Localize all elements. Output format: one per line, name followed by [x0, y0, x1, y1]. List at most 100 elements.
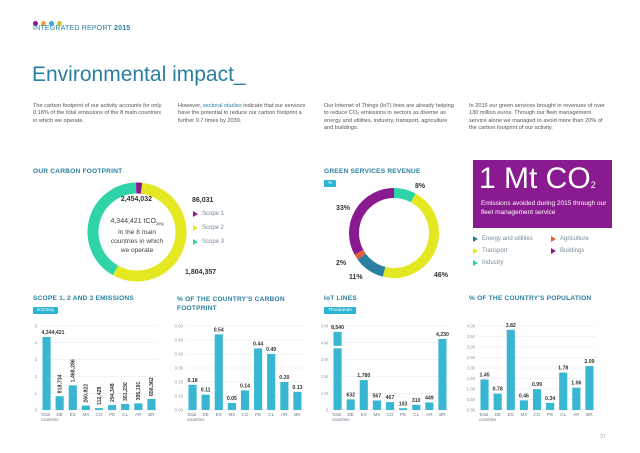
- bar-de: [346, 399, 355, 410]
- legend-industry: Industry: [473, 260, 613, 266]
- carbon-legend: Scope 1 Scope 2 Scope 3: [193, 211, 224, 245]
- y-tick-label: 0: [35, 408, 38, 413]
- x-tick-label: PE: [255, 412, 261, 417]
- x-tick-label: PE: [109, 412, 115, 417]
- x-tick-label: PE: [547, 412, 553, 417]
- data-label: 8,540: [331, 325, 344, 331]
- bar-mx: [227, 403, 236, 410]
- legend-scope3-label: Scope 3: [202, 239, 225, 245]
- carbon-center-line2: In the 8 main: [118, 229, 156, 236]
- thousands-badge: Thousands: [324, 307, 356, 314]
- paragraph-2: However, sectoral studies indicate that …: [178, 103, 310, 125]
- green-label-energy: 11%: [349, 274, 363, 281]
- data-label: 632: [346, 392, 355, 398]
- x-tick-label: DE: [347, 412, 353, 417]
- data-label: 3.82: [506, 323, 516, 329]
- y-tick-label: 5 M: [321, 324, 329, 329]
- paragraph-2-pre: However,: [178, 103, 203, 109]
- green-label-buildings: 33%: [336, 205, 351, 212]
- carbon-footprint-title: OUR CARBON FOOTPRINT: [33, 168, 123, 175]
- donut-slice-scope-2: [112, 182, 187, 282]
- report-header: INTEGRATED REPORT 2015: [33, 25, 130, 32]
- y-tick-label: 1.50: [467, 376, 476, 381]
- sectoral-studies-link[interactable]: sectoral studies: [202, 103, 242, 109]
- y-tick-label: 0.00: [175, 408, 184, 413]
- y-tick-label: 0: [326, 408, 329, 413]
- x-tick-label: AR: [281, 412, 288, 417]
- bar-pe: [546, 402, 555, 410]
- legend-buildings: Buildings: [551, 248, 613, 254]
- x-tick-label: MX: [82, 412, 89, 417]
- x-tick-label: AR: [573, 412, 580, 417]
- dot-1: [33, 21, 38, 26]
- green-services-title: GREEN SERVICES REVENUE: [324, 168, 421, 175]
- data-label: 395,191: [136, 381, 142, 400]
- percent-badge: %: [324, 180, 337, 187]
- x-tick-label: BR: [439, 412, 446, 417]
- x-tick-label: AR: [135, 412, 142, 417]
- dot-2: [41, 21, 46, 26]
- carbon-center-line4: we operate: [120, 247, 154, 254]
- y-tick-label: 5: [35, 324, 38, 329]
- data-label: 1,780: [357, 373, 370, 379]
- paragraph-2-post: indicate that our services have the pote…: [178, 103, 306, 124]
- bar-de: [493, 393, 502, 410]
- x-tick-label: MX: [520, 412, 527, 417]
- bar-total-countries: [480, 379, 489, 410]
- bar-cl: [559, 372, 568, 410]
- carbon-donut: [87, 182, 187, 282]
- paragraph-3-text: Our Internet of Things (IoT) lines are a…: [324, 103, 454, 132]
- data-label: 1,468,286: [71, 359, 77, 382]
- y-tick-label: 0.00: [467, 408, 476, 413]
- green-donut-chart: 8% 33% 2% 11% 46%: [336, 183, 449, 281]
- country-footprint-bars: 0.00 0.10 0.20 0.30 0.40 0.50 0.60 0.18 Totalcou…: [175, 324, 304, 422]
- donut-slice-buildings: [349, 188, 395, 255]
- legend-scope3: Scope 3: [193, 239, 224, 245]
- data-label: 4,230: [436, 332, 449, 338]
- industry-marker-icon: [473, 260, 478, 266]
- bar-es: [68, 385, 77, 410]
- y-tick-label: 4: [35, 340, 38, 345]
- x-tick-label: DE: [494, 412, 500, 417]
- green-label-industry: 8%: [415, 183, 426, 190]
- scope3-marker-icon: [193, 239, 198, 245]
- legend-energy: Energy and utilities: [473, 236, 535, 242]
- bar-mx: [519, 400, 528, 410]
- highlight-big: 1 Mt CO: [479, 162, 591, 195]
- legend-industry-label: Industry: [482, 260, 504, 266]
- x-tick-label: ES: [216, 412, 222, 417]
- legend-agriculture: Agriculture: [551, 236, 613, 242]
- y-tick-label: 2: [35, 374, 38, 379]
- green-legend-row1: Energy and utilities Agriculture: [473, 236, 613, 242]
- x-tick-label: ES: [70, 412, 76, 417]
- paragraph-1: The carbon footprint of our activity acc…: [33, 103, 165, 125]
- bar-br: [147, 398, 156, 410]
- carbon-center-line3: countries in which: [111, 238, 164, 245]
- highlight-text: Emissions avoided during 2015 through ou…: [481, 200, 607, 216]
- y-tick-label: 2 M: [321, 374, 329, 379]
- bar-mx: [81, 405, 90, 410]
- legend-energy-label: Energy and utilities: [482, 236, 533, 242]
- data-label: 1.78: [558, 366, 568, 372]
- data-label: 0.54: [214, 327, 224, 333]
- data-label: 0.40: [266, 347, 276, 353]
- green-legend: Energy and utilities Agriculture Transpo…: [473, 236, 613, 266]
- legend-scope2-label: Scope 2: [202, 225, 225, 231]
- bar-total-countries: [42, 337, 51, 410]
- y-tick-label: 3.00: [467, 345, 476, 350]
- x-tick-label: countries: [41, 417, 58, 422]
- data-label: 818,734: [57, 374, 63, 393]
- green-label-transport: 46%: [434, 272, 449, 279]
- population-title: % OF THE COUNTRY'S POPULATION: [469, 295, 592, 302]
- bar-ar: [280, 382, 289, 410]
- legend-scope1: Scope 1: [193, 211, 224, 217]
- x-tick-label: AR: [426, 412, 433, 417]
- data-label: 0.13: [292, 385, 302, 391]
- legend-buildings-label: Buildings: [560, 248, 585, 254]
- y-tick-label: 3 M: [321, 357, 329, 362]
- data-label: 0.14: [240, 383, 250, 389]
- carbon-center-line1: 4,344,421 tCO: [110, 218, 156, 225]
- data-label: 4,344,421: [41, 330, 64, 336]
- bar-cl: [412, 404, 421, 410]
- x-tick-label: CO: [387, 412, 394, 417]
